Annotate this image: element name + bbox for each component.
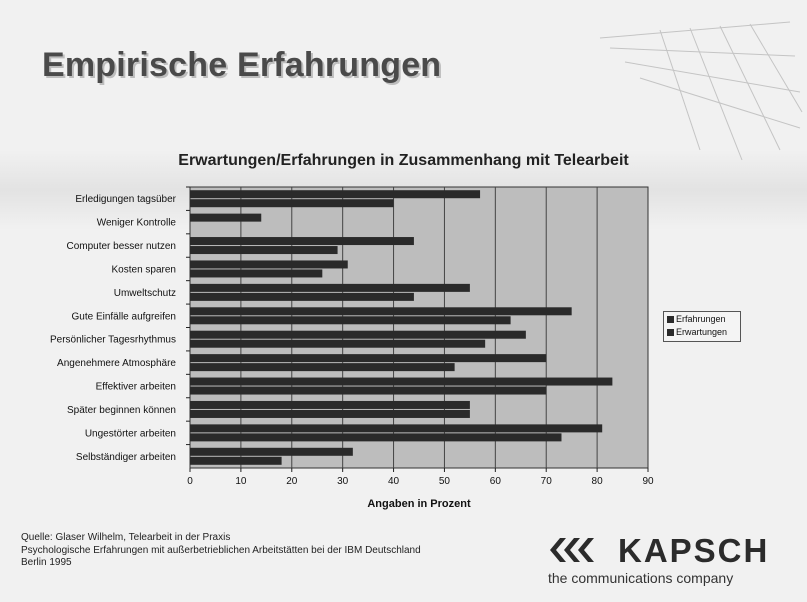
chart-legend: Erfahrungen Erwartungen [663,311,741,342]
x-axis-label: Angaben in Prozent [367,498,471,510]
bar-erwartungen [190,339,486,348]
legend-label-erfahrungen: Erfahrungen [676,314,726,324]
category-label: Gute Einfälle aufgreifen [71,311,176,322]
bar-erwartungen [190,246,338,255]
category-label: Persönlicher Tagesrhythmus [50,335,176,346]
source-line: Quelle: Glaser Wilhelm, Telearbeit in de… [21,532,231,543]
bar-erfahrungen [190,424,603,433]
x-tick-label: 40 [388,476,400,487]
source-line: Berlin 1995 [21,557,72,568]
x-tick-label: 30 [337,476,349,487]
bar-erfahrungen [190,213,262,222]
bar-chart: 0 10 20 30 40 50 60 70 80 90 Erledigungen tagsüber… [50,186,654,510]
logo-name: KAPSCH [618,532,770,569]
bar-erwartungen [190,433,562,442]
bar-erfahrungen [190,447,353,456]
category-label: Kosten sparen [112,264,177,275]
bar-erfahrungen [190,354,547,363]
x-tick-label: 0 [187,476,193,487]
kapsch-logo: KAPSCH the communications company [546,532,776,592]
bar-erfahrungen [190,190,481,199]
category-label: Später beginnen können [67,405,176,416]
chart-title: Erwartungen/Erfahrungen in Zusammenhang … [178,152,629,169]
bar-erfahrungen [190,260,348,269]
x-tick-label: 80 [592,476,604,487]
category-label: Effektiver arbeiten [96,382,176,393]
bar-erfahrungen [190,307,572,316]
category-label: Ungestörter arbeiten [85,428,176,439]
bar-erwartungen [190,269,323,278]
x-tick-label: 70 [541,476,553,487]
bar-erwartungen [190,456,282,465]
x-tick-label: 20 [286,476,298,487]
bar-erfahrungen [190,377,613,386]
category-label: Selbständiger arbeiten [76,452,176,463]
bar-erwartungen [190,292,414,301]
bar-erfahrungen [190,237,414,246]
x-tick-label: 60 [490,476,502,487]
x-tick-label: 50 [439,476,451,487]
legend-swatch-erwartungen [667,329,674,336]
x-tick-label: 90 [642,476,654,487]
slide-title: Empirische Erfahrungen [42,46,442,84]
bar-erwartungen [190,199,394,208]
x-tick-label: 10 [235,476,247,487]
bar-erfahrungen [190,283,470,292]
category-label: Angenehmere Atmosphäre [57,358,176,369]
legend-swatch-erfahrungen [667,316,674,323]
category-label: Computer besser nutzen [66,241,176,252]
category-label: Erledigungen tagsüber [75,194,176,205]
plot-area [189,186,649,469]
category-label: Umweltschutz [114,288,176,299]
logo-tagline: the communications company [548,570,734,586]
legend-item-erfahrungen: Erfahrungen [667,314,726,325]
bar-erfahrungen [190,330,526,339]
category-label: Weniger Kontrolle [97,218,177,229]
source-line: Psychologische Erfahrungen mit außerbetr… [21,544,421,556]
kapsch-chevron-icon [550,538,594,562]
legend-label-erwartungen: Erwartungen [676,327,728,337]
bar-erwartungen [190,386,547,395]
bar-erwartungen [190,409,470,418]
bar-erfahrungen [190,400,470,409]
legend-item-erwartungen: Erwartungen [667,327,727,338]
source-note: Quelle: Glaser Wilhelm, Telearbeit in de… [21,532,421,570]
bar-erwartungen [190,316,511,325]
bar-erwartungen [190,363,455,372]
